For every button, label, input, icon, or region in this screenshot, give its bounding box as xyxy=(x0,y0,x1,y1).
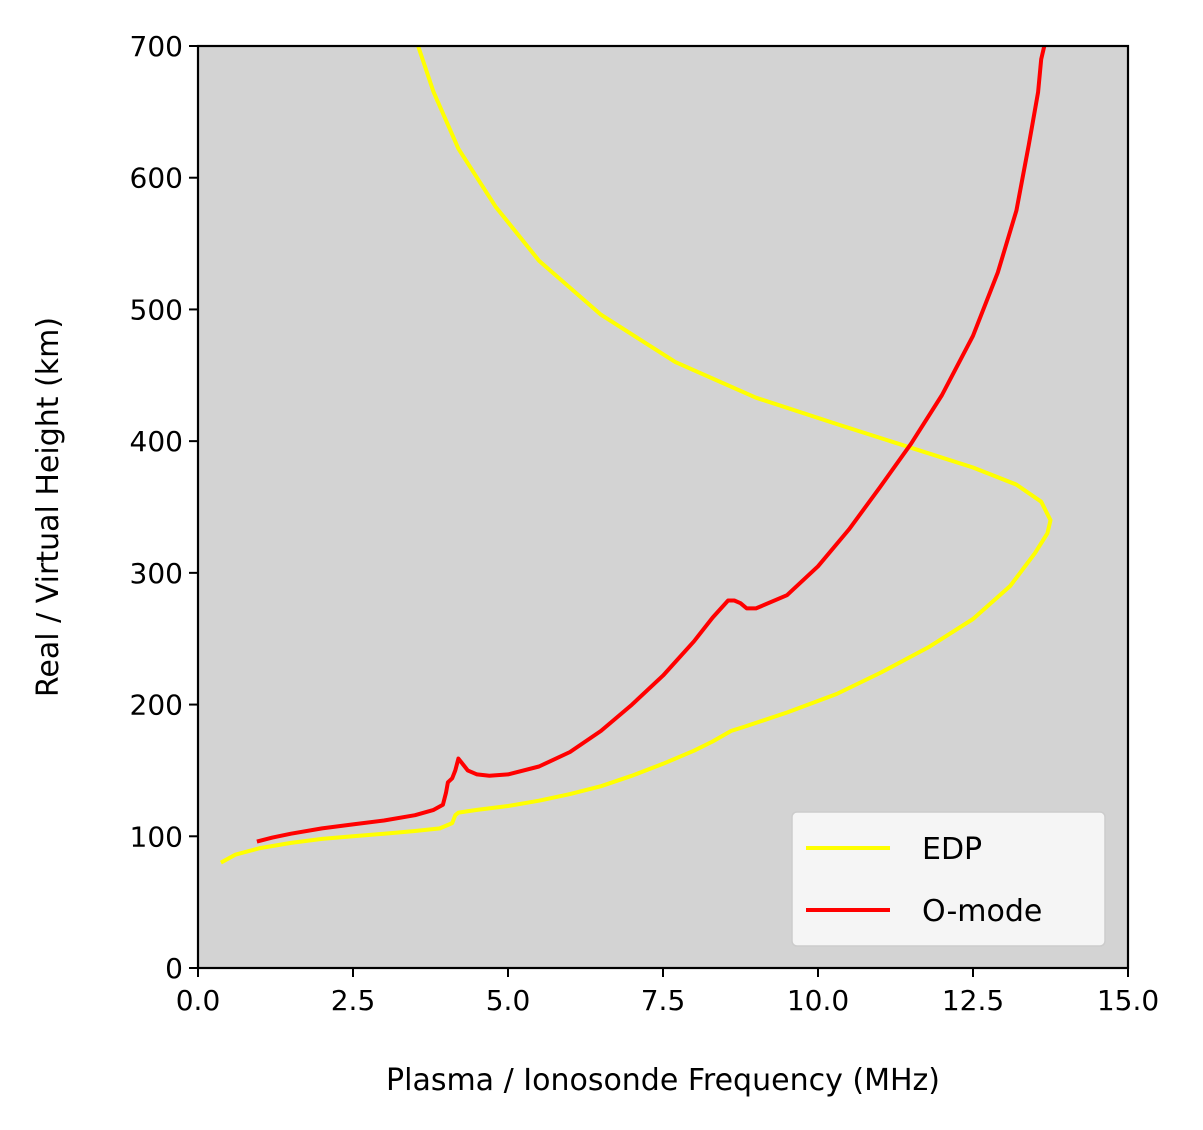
series-line-o-mode xyxy=(256,45,1047,844)
x-tick-label: 7.5 xyxy=(641,984,686,1017)
y-tick-label: 0 xyxy=(165,952,183,985)
y-tick-label: 200 xyxy=(130,689,183,722)
y-tick-label: 100 xyxy=(130,820,183,853)
y-tick-label: 500 xyxy=(130,293,183,326)
y-tick-label: 700 xyxy=(130,30,183,63)
y-tick-label: 600 xyxy=(130,162,183,195)
x-tick-label: 5.0 xyxy=(486,984,531,1017)
y-tick-label: 400 xyxy=(130,425,183,458)
x-tick-label: 0.0 xyxy=(176,984,221,1017)
x-tick-label: 2.5 xyxy=(331,984,376,1017)
legend-label-o-mode: O-mode xyxy=(922,894,1042,929)
ticks-layer: 0.0 2.5 5.0 7.5 10.0 12.5 15.0 0 100 200 300 400 500… xyxy=(130,30,1160,1017)
y-axis-label: Real / Virtual Height (km) xyxy=(31,317,66,697)
y-tick-label: 300 xyxy=(130,557,183,590)
legend-label-edp: EDP xyxy=(922,832,982,867)
x-axis-label: Plasma / Ionosonde Frequency (MHz) xyxy=(386,1063,940,1098)
series-layer xyxy=(219,45,1053,865)
legend: EDP O-mode xyxy=(791,811,1106,947)
series-line-edp xyxy=(219,45,1053,865)
legend-box xyxy=(791,811,1106,947)
x-tick-label: 12.5 xyxy=(942,984,1004,1017)
x-tick-label: 15.0 xyxy=(1097,984,1159,1017)
x-tick-label: 10.0 xyxy=(787,984,849,1017)
